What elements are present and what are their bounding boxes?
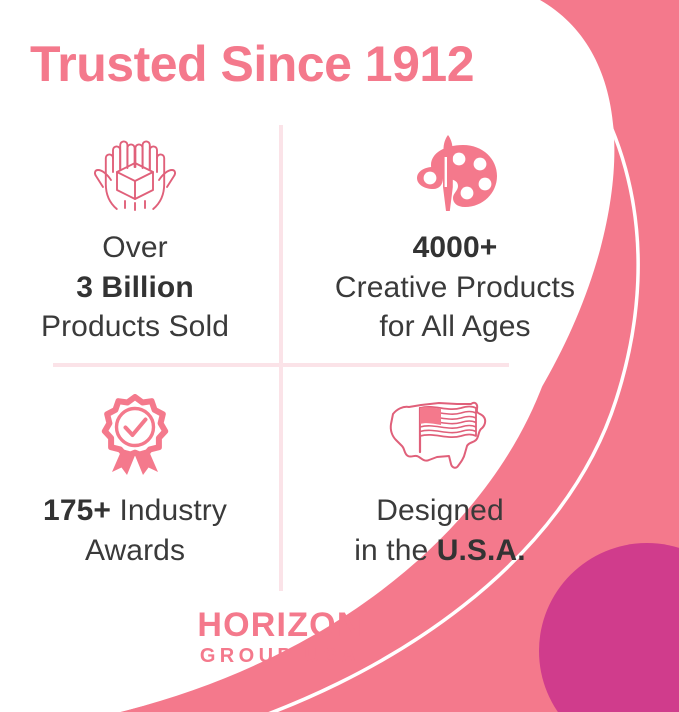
feature-text-creative-products: 4000+ Creative Products for All Ages: [335, 228, 575, 347]
feature-line-1-bold: 175+: [43, 494, 112, 527]
feature-line-2-bold: 3 Billion: [76, 270, 194, 304]
usa-map-flag-icon: [379, 395, 501, 477]
feature-line-3: for All Ages: [379, 310, 531, 344]
logo-tagline: GROUP USA: [199, 644, 361, 667]
rosette-inner-circle: [114, 406, 156, 448]
feature-line-1: Designed: [376, 494, 504, 527]
palette-hole-1: [423, 171, 437, 185]
divider-vertical: [279, 125, 283, 591]
divider-horizontal: [53, 363, 509, 367]
flag-canton: [420, 407, 441, 425]
paintbrush-bristles: [443, 135, 453, 149]
page-title: Trusted Since 1912: [30, 36, 475, 92]
rosette-scallop: [101, 394, 169, 460]
feature-line-2: Awards: [84, 533, 186, 567]
horizon-group-usa-logo: HORIZON GROUP USA: [0, 606, 560, 668]
award-ribbon-check-icon: [92, 394, 178, 477]
feature-line-1-bold: 4000+: [412, 231, 498, 264]
paintbrush-ferrule: [443, 157, 453, 187]
hands-holding-box-icon: [81, 132, 189, 214]
feature-line-1-rest: Industry: [111, 494, 227, 527]
palette-hole-4: [478, 177, 492, 191]
feature-cell-designed-usa: Designed in the U.S.A.: [290, 395, 590, 570]
feature-line-2: in the: [354, 533, 437, 567]
paintbrush-highlight: [444, 157, 447, 187]
palette-hole-3: [473, 157, 487, 171]
logo-wordmark: HORIZON: [197, 606, 363, 644]
usa-map-outline: [389, 401, 487, 469]
feature-text-products-sold: Over 3 Billion Products Sold: [41, 228, 229, 347]
feature-line-3: Products Sold: [40, 310, 230, 344]
feature-cell-creative-products: 4000+ Creative Products for All Ages: [290, 132, 620, 347]
paint-palette-brush-icon: [407, 132, 503, 214]
paintbrush-handle: [443, 187, 453, 211]
paintbrush-ferrule-top: [443, 149, 453, 155]
feature-cell-products-sold: Over 3 Billion Products Sold: [0, 132, 270, 347]
checkmark-icon: [123, 417, 148, 437]
palette-hole-5: [460, 186, 474, 200]
feature-cell-industry-awards: 175+ Industry Awards: [0, 394, 270, 570]
feature-text-industry-awards: 175+ Industry Awards: [43, 491, 227, 570]
palette-hole-2: [452, 152, 466, 166]
feature-line-1: Over: [102, 231, 168, 264]
feature-line-2: Creative Products: [334, 270, 576, 304]
feature-line-2-bold: U.S.A.: [436, 533, 526, 567]
feature-text-designed-usa: Designed in the U.S.A.: [354, 491, 525, 570]
